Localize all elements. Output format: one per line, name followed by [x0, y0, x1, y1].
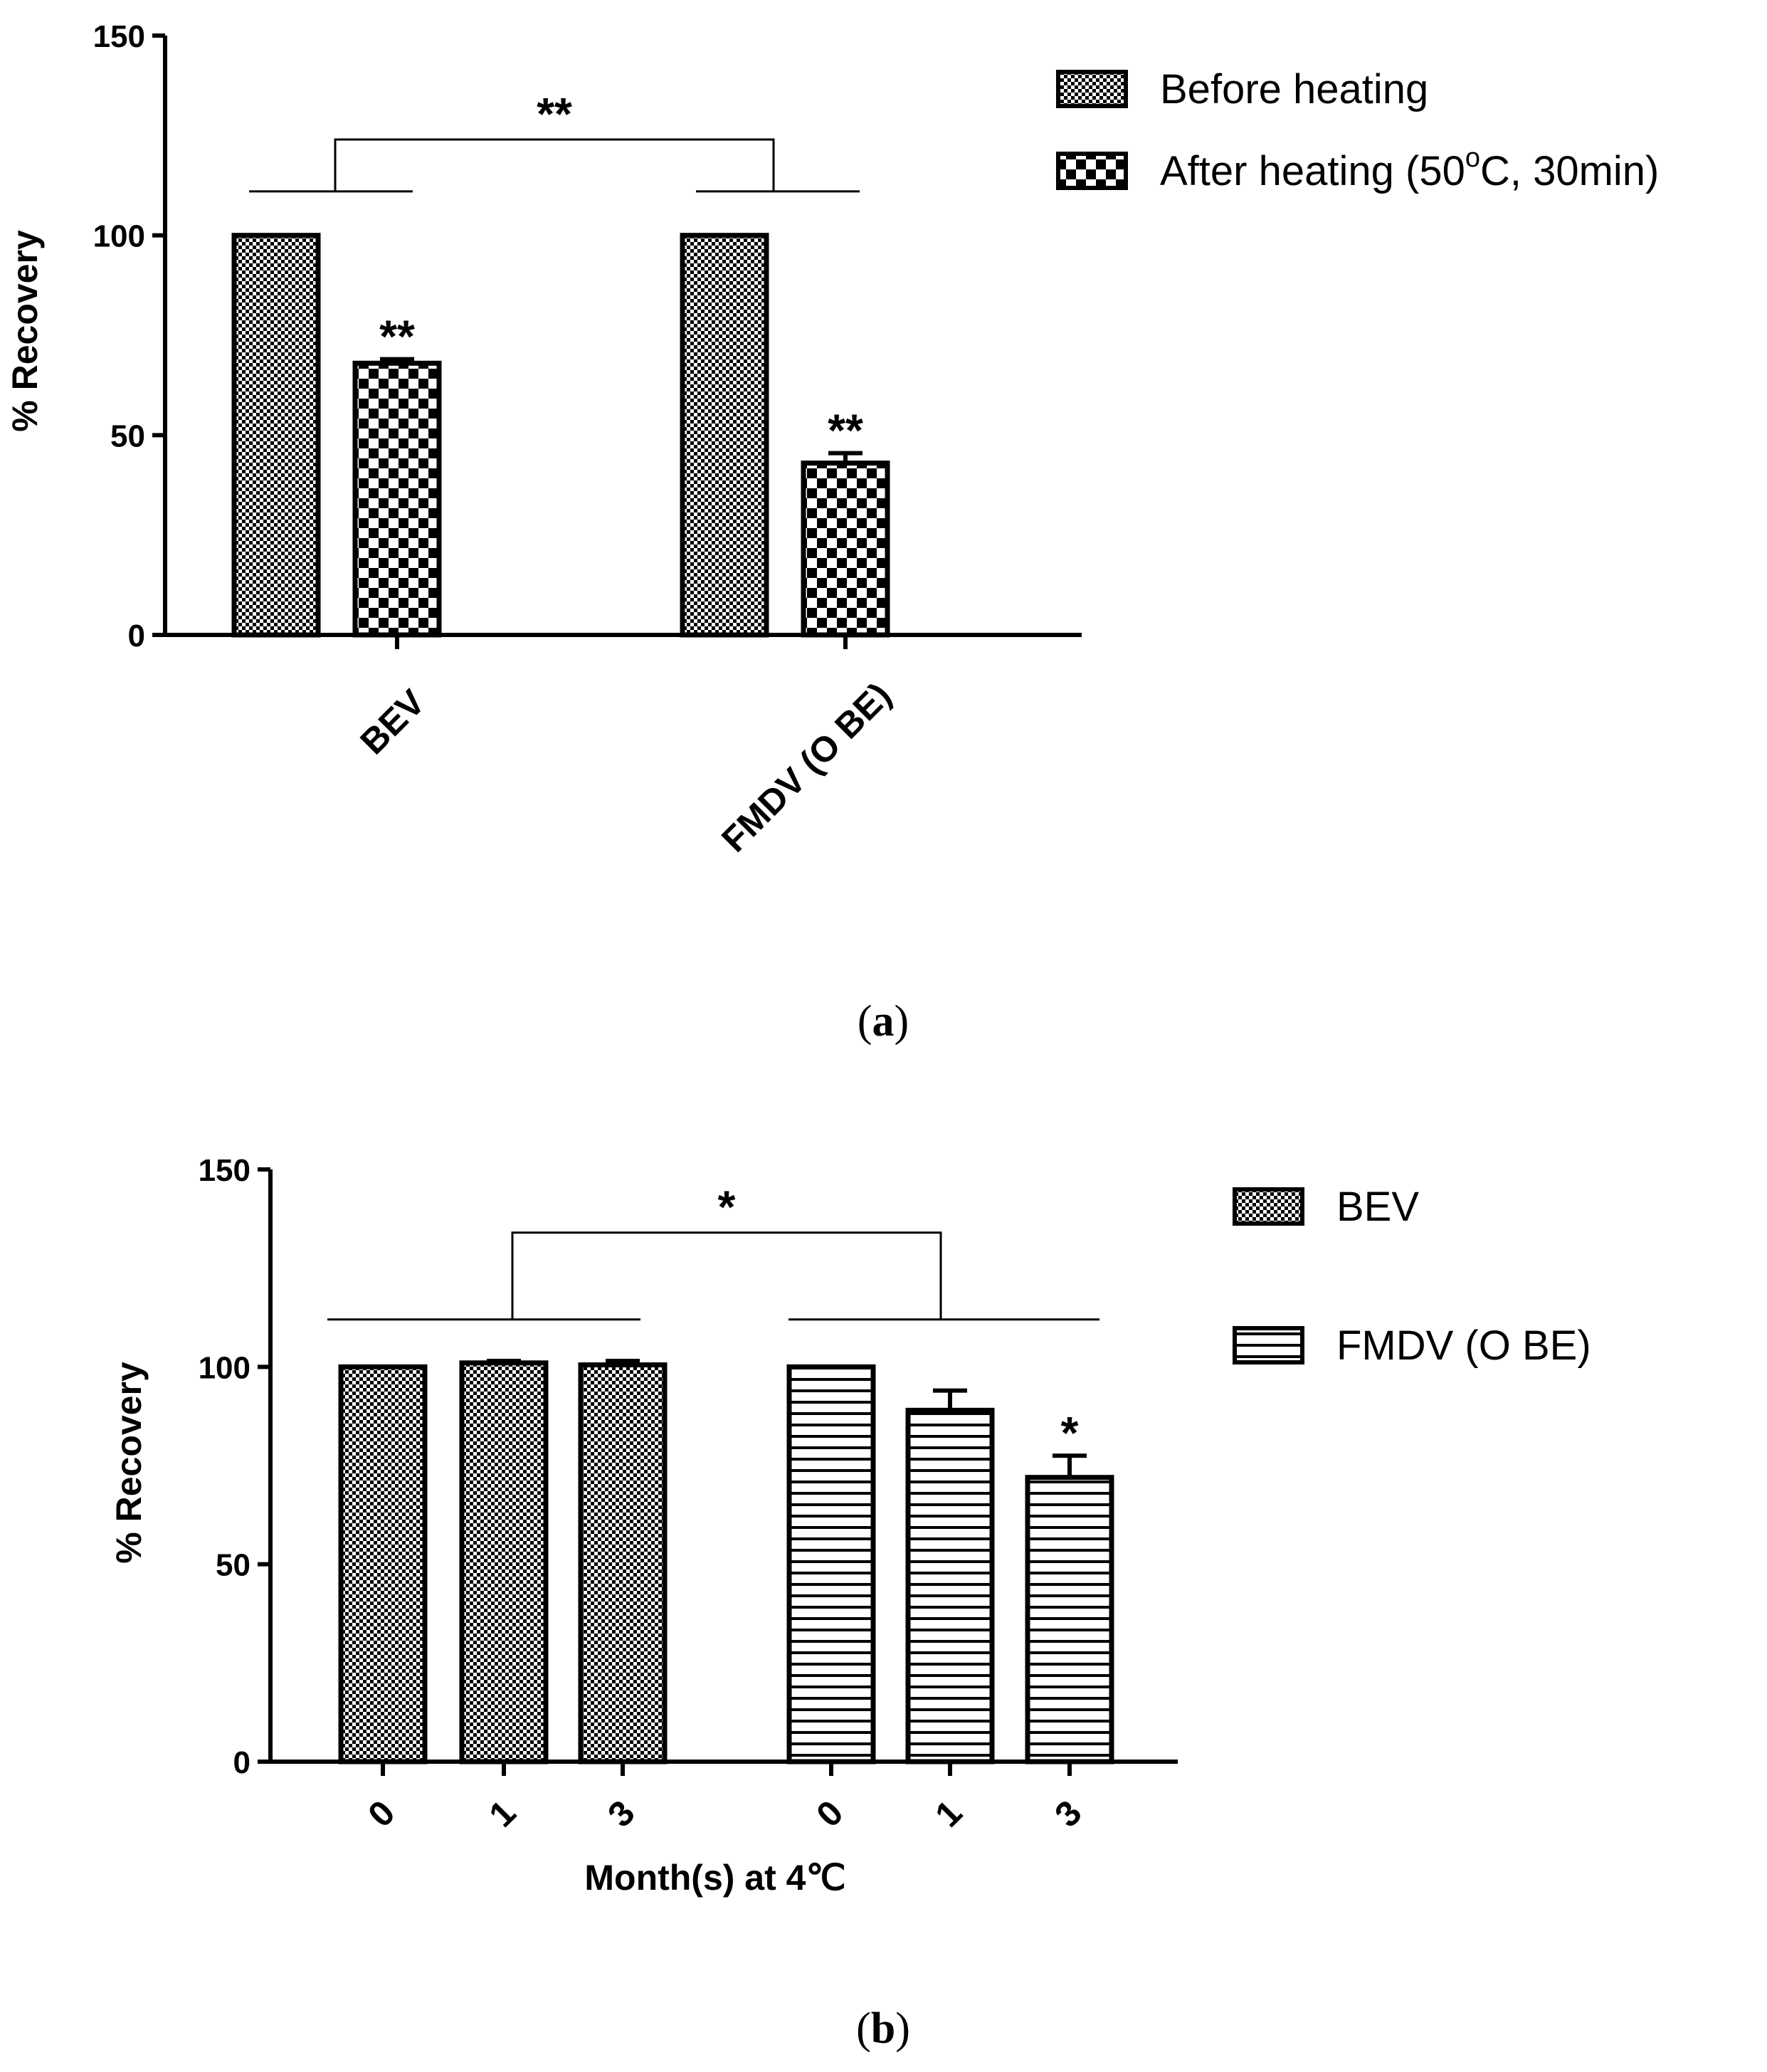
panel-label-b: (b): [856, 2004, 910, 2053]
legend-label: After heating (50oC, 30min): [1160, 143, 1659, 194]
bar: [338, 1364, 428, 1765]
legend-label: BEV: [1336, 1184, 1419, 1230]
comparison-significance: *: [718, 1182, 736, 1233]
panel-label-a: (a): [858, 997, 909, 1046]
y-tick-label: 100: [93, 219, 145, 254]
chart-panel-a: 0 50 100 150 % Recovery BEV FMDV (O BE) ** ** ** B…: [5, 19, 1659, 860]
y-tick-label: 100: [199, 1350, 250, 1385]
significance-marker: **: [828, 405, 863, 456]
x-tick-label: 3: [600, 1792, 642, 1834]
y-axis-title: % Recovery: [5, 230, 45, 432]
significance-marker: *: [1061, 1407, 1079, 1458]
bar: [1025, 1475, 1114, 1765]
x-axis-title: Month(s) at 4℃: [584, 1858, 845, 1898]
y-tick-label: 0: [233, 1745, 250, 1780]
bar: [352, 360, 442, 638]
comparison-bracket: [511, 1231, 942, 1320]
comparison-bracket: [334, 138, 775, 191]
legend-swatch: [1056, 70, 1128, 108]
bar: [578, 1362, 668, 1765]
significance-marker: **: [379, 311, 415, 362]
comparison-significance: **: [537, 88, 572, 140]
y-tick-label: 50: [216, 1548, 250, 1583]
chart-panel-b: 0 50 100 150 % Recovery 0 1 3 0 1 3 Month(s) at 4℃ *…: [109, 1153, 1591, 1898]
x-tick-label: 1: [927, 1792, 969, 1834]
x-tick-label: 0: [360, 1792, 402, 1834]
legend-swatch: [1233, 1326, 1304, 1364]
legend-label: FMDV (O BE): [1336, 1322, 1591, 1369]
bar: [680, 233, 769, 638]
legend-swatch: [1233, 1187, 1304, 1226]
bar: [905, 1407, 995, 1765]
y-tick-label: 150: [93, 19, 145, 54]
x-tick-label: 1: [481, 1792, 523, 1834]
x-tick-label: 3: [1047, 1792, 1089, 1834]
legend-label: Before heating: [1160, 66, 1428, 112]
y-tick-label: 0: [128, 619, 145, 653]
bar: [801, 461, 890, 638]
bar: [459, 1360, 549, 1765]
y-tick-label: 50: [110, 419, 145, 453]
y-axis-title: % Recovery: [109, 1362, 149, 1564]
x-tick-label: FMDV (O BE): [714, 675, 899, 860]
y-tick-label: 150: [199, 1153, 250, 1188]
bar: [786, 1364, 876, 1765]
x-tick-label: 0: [808, 1792, 850, 1834]
legend-swatch: [1056, 152, 1128, 190]
bar: [231, 233, 321, 638]
x-tick-label: BEV: [352, 682, 433, 762]
